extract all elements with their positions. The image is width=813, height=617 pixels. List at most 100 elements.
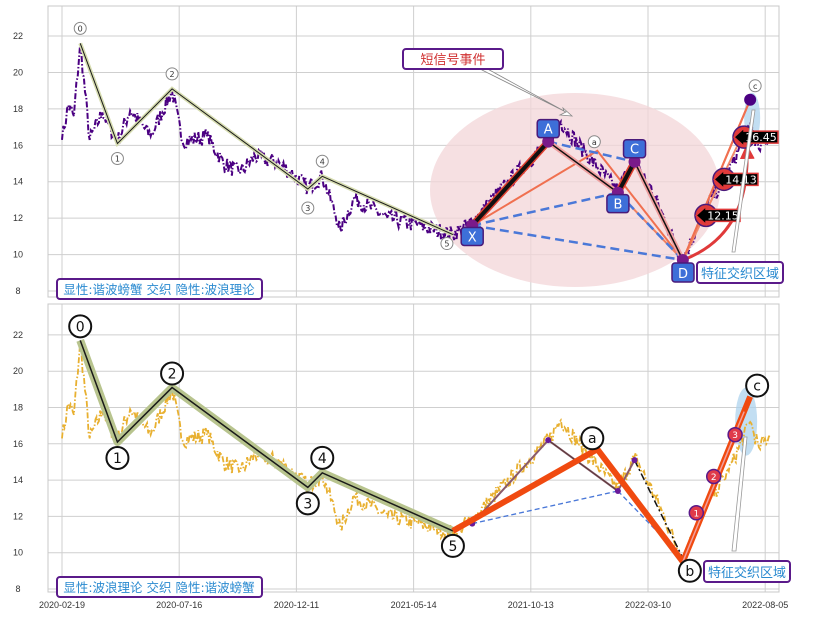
abc-label-circle [748, 79, 762, 93]
x-tick-label: 2020-07-16 [156, 600, 202, 610]
wave-label-circle [440, 237, 454, 251]
wave-label-circle [68, 314, 93, 339]
event-annotation-box [402, 48, 504, 70]
wave-label-circle [295, 491, 320, 516]
abc-label-circle [677, 558, 702, 583]
harmonic-point-dot [542, 135, 555, 148]
harmonic-leg-CD [633, 161, 684, 261]
zone-annotation-text: 特征交织区域 [708, 565, 786, 581]
harmonic-label-D: D [678, 267, 688, 282]
wave-label-circle [110, 151, 124, 165]
wave-label: 0 [76, 319, 85, 335]
y-tick-label: 16 [13, 439, 23, 449]
plot-frame [47, 5, 780, 298]
target-value-label: 14.13 [725, 173, 757, 186]
wave-line [79, 43, 454, 236]
harmonic-point-dot [628, 155, 641, 168]
abc-label: c [753, 82, 757, 91]
wave-label-circle [160, 361, 185, 386]
harmonic-dash-XD [471, 224, 684, 262]
x-axis: 2020-02-19 2020-07-16 2020-12-11 2021-05-14… [39, 600, 788, 610]
bottom-panel: 810121416182022123012345特征交织区域abc显性:波浪理论… [13, 303, 791, 598]
harmonic-label-box [460, 226, 484, 247]
zone-arrow [731, 436, 748, 552]
wave-label-circle [440, 533, 465, 558]
target-arrow-label-bg [732, 126, 779, 148]
zone-annotation-box [703, 560, 791, 583]
y-tick-label: 16 [13, 140, 23, 150]
harmonic-point-dot [614, 487, 621, 494]
wave-label-circle [165, 67, 179, 81]
zone-annotation-text: 特征交织区域 [701, 266, 779, 282]
event-annotation-text: 短信号事件 [420, 53, 485, 68]
legend-box [56, 576, 263, 598]
wave-line [79, 340, 454, 532]
y-tick-label: 10 [13, 250, 23, 260]
harmonic-dash-XB [472, 490, 619, 525]
sub-wave-marker [727, 426, 743, 443]
plot-frame [47, 303, 780, 593]
y-tick-label: 22 [13, 330, 23, 340]
target-value-label: 12.15 [707, 209, 739, 222]
abc-label-circle [580, 426, 605, 451]
abc-label: a [592, 138, 597, 147]
wave-label: 4 [320, 157, 325, 166]
top-panel: 810121416182022XABC12.1514.1316.45012345… [13, 5, 784, 300]
y-tick-label: 8 [15, 584, 20, 594]
abc-label: b [685, 564, 694, 580]
harmonic-leg-AB [547, 439, 619, 492]
y-tick-label: 12 [13, 511, 23, 521]
sub-wave-marker [705, 468, 722, 485]
c-point-dot [744, 93, 757, 106]
y-tick-label: 20 [13, 366, 23, 376]
y-tick-label: 14 [13, 475, 23, 485]
wave-label: 1 [115, 154, 120, 163]
wave-label: 2 [170, 70, 175, 79]
harmonic-dash-XB [471, 191, 619, 227]
wave-label-circle [73, 21, 87, 35]
sub-wave-label: 2 [711, 473, 717, 483]
y-tick-label: 8 [15, 286, 20, 296]
wave-label-circle [315, 154, 329, 168]
feature-zone-ellipse [430, 93, 720, 287]
target-arrow-label-bg [712, 168, 759, 191]
legend-text: 显性:谐波螃蟹 交织 隐性:波浪理论 [63, 282, 255, 297]
harmonic-label-A: A [544, 123, 553, 138]
zone-annotation-box [696, 261, 784, 284]
target-value-label: 16.45 [745, 131, 777, 144]
wave-label: 2 [168, 367, 177, 383]
harmonic-point-dot [545, 437, 552, 444]
projection-ray [681, 135, 743, 261]
y-tick-label: 10 [13, 548, 23, 558]
harmonic-label-box [536, 118, 560, 139]
x-tick-label: 2020-12-11 [274, 600, 319, 610]
harmonic-leg-XA [470, 140, 550, 227]
wave-label: 3 [305, 204, 310, 213]
wave-label-circle [301, 201, 315, 215]
sub-wave-marker [688, 505, 705, 521]
abc-label-circle [587, 135, 601, 149]
event-arrow [481, 66, 574, 117]
y-tick-label: 18 [13, 403, 23, 413]
x-tick-label: 2022-03-10 [625, 600, 671, 610]
y-tick-label: 14 [13, 177, 23, 187]
harmonic-label-X: X [468, 230, 477, 245]
harmonic-label-box [622, 138, 647, 159]
harmonic-leg-AB [547, 141, 619, 194]
wave-label: 4 [318, 451, 327, 467]
y-tick-label: 12 [13, 213, 23, 223]
harmonic-dash-AC [547, 140, 635, 163]
harmonic-point-dot [631, 457, 638, 464]
legend-text: 显性:波浪理论 交织 隐性:谐波螃蟹 [63, 580, 254, 595]
price-line [61, 342, 771, 566]
sub-wave-label: 1 [693, 509, 699, 519]
sub-wave-label: 3 [732, 431, 738, 441]
wave-label: 1 [113, 451, 122, 467]
abc-label: c [753, 379, 761, 395]
wave-label: 5 [444, 240, 449, 249]
harmonic-label-box-d [671, 262, 695, 283]
x-tick-label: 2020-02-19 [39, 600, 85, 610]
price-line [61, 43, 771, 268]
wave-label: 5 [448, 539, 457, 555]
